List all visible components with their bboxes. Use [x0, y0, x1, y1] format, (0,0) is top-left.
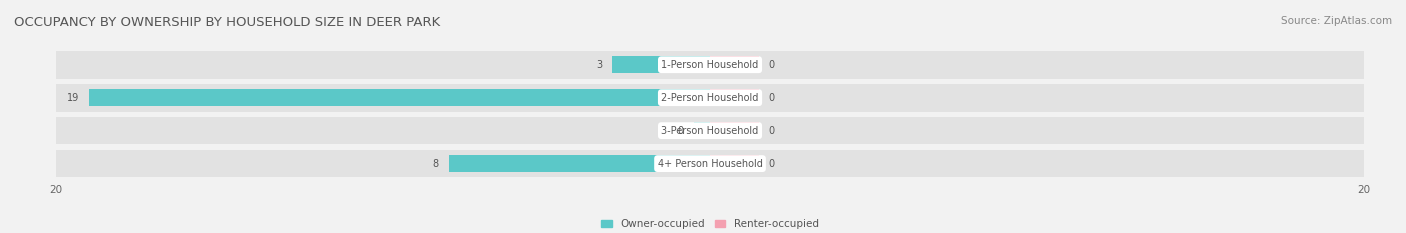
Bar: [612, 56, 710, 73]
Bar: [710, 155, 759, 172]
Legend: Owner-occupied, Renter-occupied: Owner-occupied, Renter-occupied: [598, 215, 823, 233]
Text: 8: 8: [433, 159, 439, 169]
Bar: [56, 117, 1364, 144]
Text: OCCUPANCY BY OWNERSHIP BY HOUSEHOLD SIZE IN DEER PARK: OCCUPANCY BY OWNERSHIP BY HOUSEHOLD SIZE…: [14, 16, 440, 29]
Bar: [710, 56, 759, 73]
Text: 0: 0: [769, 93, 775, 103]
Bar: [56, 150, 1364, 178]
Text: 2-Person Household: 2-Person Household: [661, 93, 759, 103]
Text: 1-Person Household: 1-Person Household: [661, 60, 759, 70]
Text: Source: ZipAtlas.com: Source: ZipAtlas.com: [1281, 16, 1392, 26]
Text: 0: 0: [769, 60, 775, 70]
Bar: [56, 51, 1364, 79]
Text: 0: 0: [769, 126, 775, 136]
Bar: [449, 155, 710, 172]
Text: 3: 3: [596, 60, 602, 70]
Bar: [710, 89, 759, 106]
Text: 0: 0: [769, 159, 775, 169]
Bar: [710, 122, 759, 139]
Text: 4+ Person Household: 4+ Person Household: [658, 159, 762, 169]
Bar: [56, 84, 1364, 112]
Text: 19: 19: [67, 93, 79, 103]
Text: 0: 0: [678, 126, 683, 136]
Bar: [693, 122, 710, 139]
Text: 3-Person Household: 3-Person Household: [661, 126, 759, 136]
Bar: [89, 89, 710, 106]
